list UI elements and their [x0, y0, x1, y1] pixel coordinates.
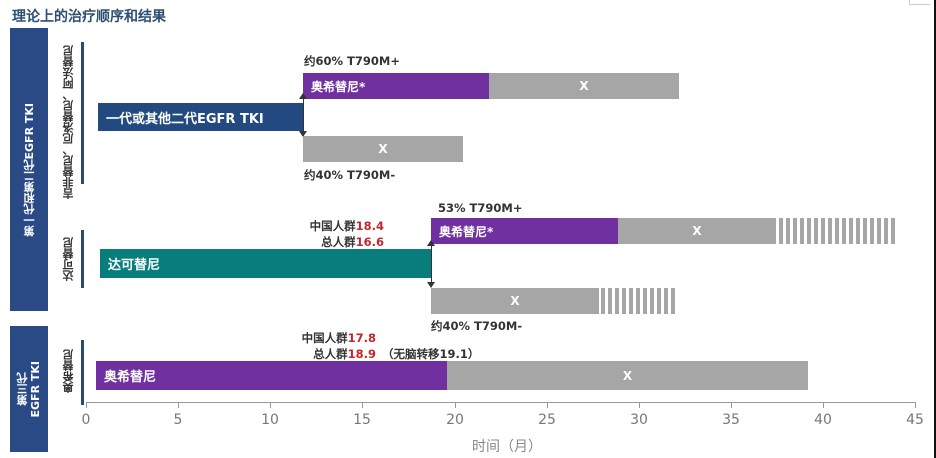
x-tick-label: 30: [630, 412, 648, 428]
bar-x-after-osimertinib: X: [618, 218, 776, 244]
bar-x-t790m-neg-dacomitinib: X: [431, 288, 599, 314]
bar-label: X: [692, 224, 702, 238]
x-axis-title: 时间（月）: [472, 439, 542, 455]
branch-line: [431, 245, 432, 285]
x-tick-label: 20: [446, 412, 464, 428]
group-label-gen3: 第三代 EGFR TKI: [10, 326, 48, 452]
sublabel-dacomitinib-text: 达可替尼: [61, 237, 75, 281]
x-tick: [731, 402, 732, 408]
group-label-gen3-text: 第三代 EGFR TKI: [16, 360, 42, 418]
bar-osimertinib-second-line: 奥希替尼*: [303, 73, 489, 99]
arrow-down-icon: [427, 282, 435, 288]
divider-line: [81, 42, 84, 184]
x-tick: [639, 402, 640, 408]
bar-label: 一代或其他二代EGFR TKI: [106, 111, 264, 127]
divider-line: [81, 230, 84, 288]
right-border: [934, 0, 936, 458]
x-axis-line: [86, 402, 916, 403]
x-tick-label: 0: [81, 412, 91, 428]
bar-x-third-line: X: [489, 73, 679, 99]
bar-x-after-osimertinib-first-line: X: [447, 361, 808, 390]
dashed-continuation-upper: [779, 218, 901, 244]
pfs-china-osimertinib: 中国人群17.8: [301, 331, 376, 345]
x-tick-label: 35: [722, 412, 740, 428]
x-tick: [270, 402, 271, 408]
bar-label: X: [378, 142, 388, 156]
x-tick: [86, 402, 87, 408]
x-tick: [455, 402, 456, 408]
bar-label: 奥希替尼: [104, 370, 157, 385]
x-tick: [178, 402, 179, 408]
group-label-gen12: 第一代和第二代EGFR TKI: [10, 28, 48, 311]
annotation-t790m-neg-40: 约40% T790M-: [304, 168, 396, 182]
bar-label: 达可替尼: [108, 258, 161, 273]
x-tick-label: 45: [906, 412, 924, 428]
sublabel-gefitinib-group-text: 吉非替尼、厄洛替尼、阿法替尼: [61, 45, 75, 199]
dashed-continuation-lower: [601, 288, 677, 314]
pfs-note-no-brain-mets: （无脑转移19.1）: [382, 347, 480, 361]
annotation-t790m-neg-40-dacomitinib: 约40% T790M-: [431, 319, 523, 333]
arrow-down-icon: [299, 131, 307, 137]
sublabel-gefitinib-group: 吉非替尼、厄洛替尼、阿法替尼: [56, 32, 80, 212]
corner-mark: [909, 0, 930, 5]
x-tick-label: 25: [538, 412, 556, 428]
bar-x-t790m-neg: X: [303, 136, 463, 162]
branch-line: [303, 98, 304, 138]
annotation-t790m-pos-53: 53% T790M+: [438, 201, 523, 215]
sublabel-osimertinib-text: 奥希替尼: [61, 349, 75, 393]
bar-first-gen-tki: 一代或其他二代EGFR TKI: [98, 103, 303, 131]
x-tick-label: 10: [261, 412, 279, 428]
sublabel-dacomitinib: 达可替尼: [56, 225, 80, 293]
bar-label: X: [579, 79, 589, 93]
pfs-total-dacomitinib: 总人群16.6: [321, 235, 384, 249]
chart-title: 理论上的治疗顺序和结果: [12, 9, 166, 25]
x-tick-label: 5: [173, 412, 183, 428]
x-tick: [823, 402, 824, 408]
x-tick-label: 40: [814, 412, 832, 428]
bar-label: 奥希替尼*: [439, 224, 494, 239]
bar-osimertinib-first-line: 奥希替尼: [96, 361, 447, 390]
bar-label: X: [510, 294, 520, 308]
bar-osimertinib-after-dacomitinib: 奥希替尼*: [431, 218, 618, 244]
bar-dacomitinib: 达可替尼: [100, 249, 431, 278]
divider-line: [81, 340, 84, 405]
arrow-up-icon: [299, 93, 307, 99]
bar-label: X: [622, 368, 633, 383]
x-tick-label: 15: [353, 412, 371, 428]
pfs-total-osimertinib: 总人群18.9 （无脑转移19.1）: [313, 347, 480, 361]
arrow-up-icon: [427, 240, 435, 246]
group-label-gen12-text: 第一代和第二代EGFR TKI: [22, 102, 36, 237]
pfs-china-dacomitinib: 中国人群18.4: [309, 219, 384, 233]
x-tick: [547, 402, 548, 408]
annotation-t790m-pos-60: 约60% T790M+: [304, 54, 400, 68]
bar-label: 奥希替尼*: [311, 79, 366, 94]
x-tick: [915, 402, 916, 408]
sublabel-osimertinib: 奥希替尼: [56, 340, 80, 402]
x-tick: [362, 402, 363, 408]
